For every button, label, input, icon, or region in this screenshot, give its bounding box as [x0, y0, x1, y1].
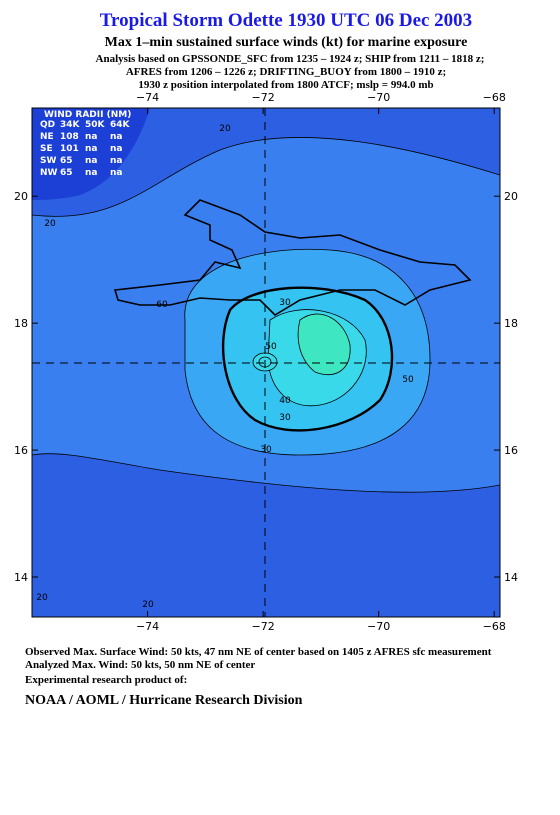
x-tick-label: −68: [483, 620, 506, 633]
x-tick-label: −68: [483, 91, 506, 104]
y-tick-label: 16: [14, 444, 28, 457]
contour-label: 20: [44, 219, 56, 229]
radii-cell: 101: [60, 144, 79, 154]
radii-cell: SE: [40, 144, 53, 154]
radii-cell: na: [110, 156, 122, 166]
radii-cell: na: [110, 132, 122, 142]
y-tick-label: 14: [14, 571, 28, 584]
x-tick-label: −74: [136, 91, 159, 104]
info-line: AFRES from 1206 – 1226 z; DRIFTING_BUOY …: [126, 66, 446, 78]
radii-cell: 65: [60, 168, 73, 178]
radii-header: 64K: [110, 120, 131, 130]
contour-label: 50: [265, 342, 277, 352]
footer-line: Analyzed Max. Wind: 50 kts, 50 nm NE of …: [25, 659, 255, 671]
x-tick-label: −70: [367, 91, 390, 104]
org: NOAA / AOML / Hurricane Research Divisio…: [25, 693, 303, 708]
map-field: [32, 108, 500, 617]
title: Tropical Storm Odette 1930 UTC 06 Dec 20…: [100, 10, 472, 31]
radii-cell: 108: [60, 132, 79, 142]
contour-label: 50: [402, 375, 414, 385]
radii-cell: SW: [40, 156, 56, 166]
radii-cell: na: [85, 132, 97, 142]
contour-label: 30: [260, 445, 272, 455]
radii-header: QD: [40, 120, 55, 130]
contour-label: 20: [219, 124, 231, 134]
radii-cell: NE: [40, 132, 54, 142]
y-tick-label: 18: [504, 317, 518, 330]
radii-header: 34K: [60, 120, 81, 130]
low-region: [32, 108, 150, 200]
coastline: [113, 199, 472, 317]
footer-line: Experimental research product of:: [25, 674, 187, 686]
y-tick-label: 18: [14, 317, 28, 330]
info-line: 1930 z position interpolated from 1800 A…: [138, 79, 433, 91]
frame: [31, 107, 501, 618]
contour-label: 60: [156, 300, 168, 310]
contour-50: [297, 313, 351, 376]
x-tick-label: −72: [252, 620, 275, 633]
contour-label: 30: [279, 298, 291, 308]
radii-cell: na: [110, 168, 122, 178]
radii-title: WIND RADII (NM): [44, 110, 131, 120]
contour-label: 30: [279, 413, 291, 423]
radii-cell: na: [85, 168, 97, 178]
radii-cell: NW: [40, 168, 58, 178]
x-tick-label: −70: [367, 620, 390, 633]
radii-cell: na: [85, 156, 97, 166]
radii-cell: na: [110, 144, 122, 154]
info-line: Analysis based on GPSSONDE_SFC from 1235…: [96, 53, 485, 65]
y-tick-label: 16: [504, 444, 518, 457]
radii-cell: na: [85, 144, 97, 154]
y-tick-label: 20: [14, 190, 28, 203]
contour-label: 20: [142, 600, 154, 610]
radii-header: 50K: [85, 120, 106, 130]
contour-label: 20: [36, 593, 48, 603]
x-tick-label: −74: [136, 620, 159, 633]
wind-radii: WIND RADII (NM)QD 34K 50K 64K NE 108 na na SE 101…: [40, 110, 131, 178]
y-tick-label: 20: [504, 190, 518, 203]
subtitle: Max 1–min sustained surface winds (kt) f…: [105, 35, 468, 50]
contour-label: 40: [279, 396, 291, 406]
radii-cell: 65: [60, 156, 73, 166]
x-tick-label: −72: [252, 91, 275, 104]
footer-line: Observed Max. Surface Wind: 50 kts, 47 n…: [25, 646, 492, 658]
y-tick-label: 14: [504, 571, 518, 584]
